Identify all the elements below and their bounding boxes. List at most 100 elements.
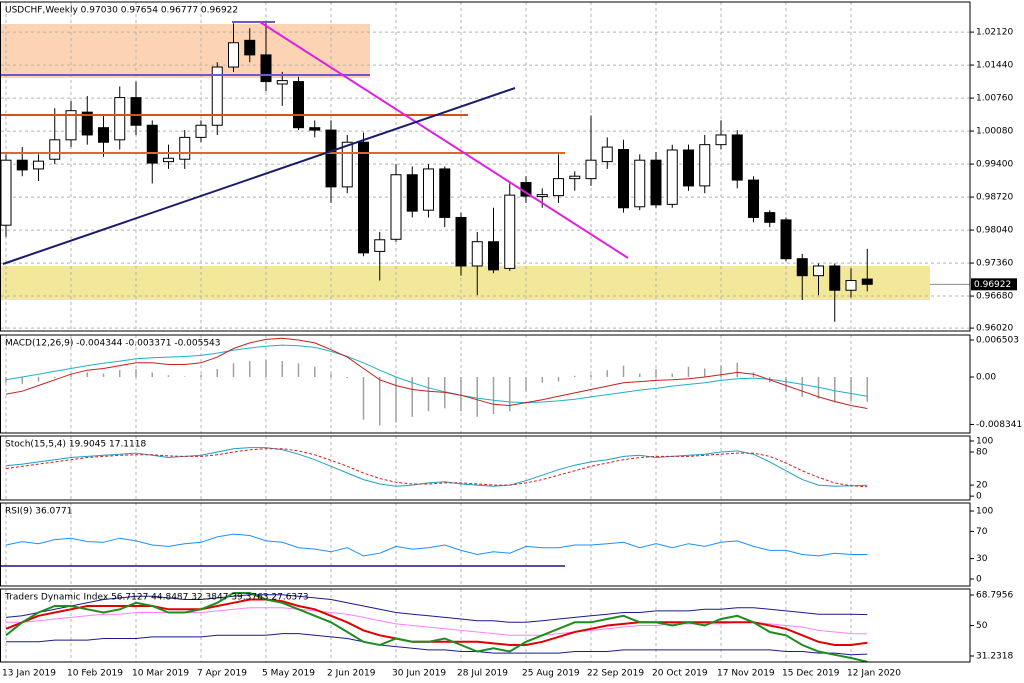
- x-tick-label: 15 Dec 2019: [782, 669, 840, 679]
- candle-body: [130, 97, 142, 126]
- y-tick-label: -0.008341: [976, 420, 1022, 430]
- indicator-line: [6, 633, 868, 656]
- trend-line: [2, 87, 516, 265]
- x-tick-label: 17 Nov 2019: [717, 669, 775, 679]
- candle-body: [455, 216, 467, 267]
- y-tick-label: 0: [976, 492, 982, 502]
- candle-body: [228, 42, 239, 68]
- candle-body: [780, 219, 792, 260]
- pane-frame: [0, 1, 971, 332]
- candle-body: [65, 110, 77, 141]
- candle-body: [845, 280, 857, 291]
- candle-body: [0, 159, 12, 226]
- indicator-line: [5, 448, 868, 488]
- x-tick-label: 12 Jan 2020: [847, 669, 901, 679]
- candle-body: [325, 129, 337, 188]
- indicator-line: [5, 344, 868, 404]
- y-tick-label: 30: [976, 554, 988, 564]
- candle-body: [260, 54, 272, 83]
- candle-body: [423, 168, 434, 211]
- y-tick-label: 0.96680: [976, 292, 1013, 302]
- indicator-line: [6, 607, 868, 636]
- y-tick-label: 0.98040: [976, 226, 1013, 236]
- y-tick-label: 80: [976, 448, 988, 458]
- y-tick-label: 0.006503: [976, 335, 1019, 345]
- x-tick-label: 28 Jul 2019: [457, 669, 508, 679]
- indicator-line: [5, 337, 868, 409]
- pane-title: USDCHF,Weekly 0.97030 0.97654 0.96777 0.…: [5, 6, 238, 16]
- y-tick-label: 31.2318: [976, 652, 1013, 662]
- y-tick-label: 0.96020: [976, 324, 1013, 334]
- pane-title: Stoch(15,5,4) 19.9045 17.1118: [5, 440, 146, 450]
- candle-body: [618, 149, 629, 209]
- candle-body: [699, 144, 711, 187]
- candle-body: [179, 136, 191, 160]
- pane-frame: [0, 502, 971, 587]
- candle-body: [666, 149, 678, 205]
- pane-frame: [0, 588, 971, 663]
- zones: [1, 24, 930, 300]
- indicator-line: [5, 594, 868, 623]
- candle-body: [585, 159, 597, 180]
- y-tick-label: 0.98720: [976, 193, 1013, 203]
- candle-body: [829, 265, 841, 291]
- resistance-zone: [1, 24, 370, 78]
- candle-body: [406, 174, 418, 212]
- candle-body: [650, 159, 662, 206]
- support-zone: [1, 266, 930, 300]
- x-tick-label: 30 Jun 2019: [392, 669, 446, 679]
- candle-body: [504, 194, 516, 269]
- candle-body: [244, 39, 256, 56]
- candle-body: [341, 141, 353, 188]
- candle-body: [634, 159, 646, 208]
- candle-body: [293, 81, 304, 129]
- x-tick-label: 25 Aug 2019: [522, 669, 580, 679]
- y-tick-label: 1.00080: [976, 127, 1013, 137]
- indicator-line: [5, 533, 868, 557]
- indicator-line: [5, 592, 868, 663]
- x-tick-label: 5 May 2019: [262, 669, 315, 679]
- candle-body: [601, 146, 613, 163]
- price-box: [971, 278, 1017, 291]
- candle-body: [211, 66, 223, 126]
- candle-body: [49, 139, 61, 160]
- y-tick-label: 100: [976, 436, 993, 446]
- candle-body: [764, 212, 776, 223]
- x-tick-label: 2 Jun 2019: [327, 669, 376, 679]
- pane-title: MACD(12,26,9) -0.004344 -0.003371 -0.005…: [5, 339, 221, 349]
- y-tick-label: 0.00: [976, 373, 996, 383]
- trend-line: [259, 21, 629, 259]
- candle-body: [374, 239, 386, 252]
- candle-body: [276, 80, 288, 85]
- y-tick-label: 1.00760: [976, 94, 1013, 104]
- pane-title: RSI(9) 36.0771: [5, 507, 72, 517]
- candle-body: [163, 157, 174, 163]
- x-tick-label: 10 Feb 2019: [67, 669, 123, 679]
- x-tick-label: 13 Jan 2019: [2, 669, 56, 679]
- candle-body: [16, 159, 28, 171]
- candle-body: [731, 134, 743, 181]
- candle-body: [358, 141, 369, 254]
- y-tick-label: 70: [976, 527, 988, 537]
- candle-body: [33, 160, 44, 170]
- drawings: [1, 21, 629, 567]
- candle-body: [114, 97, 126, 141]
- candle-body: [488, 241, 499, 271]
- price-label: 0.96922: [974, 280, 1011, 290]
- candle-body: [439, 168, 451, 218]
- candle-body: [98, 127, 109, 143]
- y-tick-label: 20: [976, 481, 988, 491]
- candle-body: [796, 258, 808, 277]
- y-tick-label: 1.02120: [976, 28, 1013, 38]
- candle-body: [81, 111, 93, 136]
- candle-body: [536, 194, 548, 198]
- y-tick-label: 50: [976, 621, 988, 631]
- pane-title: Traders Dynamic Index 56.7127 44.8487 32…: [4, 593, 309, 603]
- candle-body: [715, 134, 727, 146]
- y-tick-label: 0: [976, 574, 982, 584]
- candle-body: [553, 178, 564, 197]
- x-tick-label: 7 Apr 2019: [197, 669, 247, 679]
- candle-body: [683, 149, 694, 187]
- candle-body: [390, 174, 402, 240]
